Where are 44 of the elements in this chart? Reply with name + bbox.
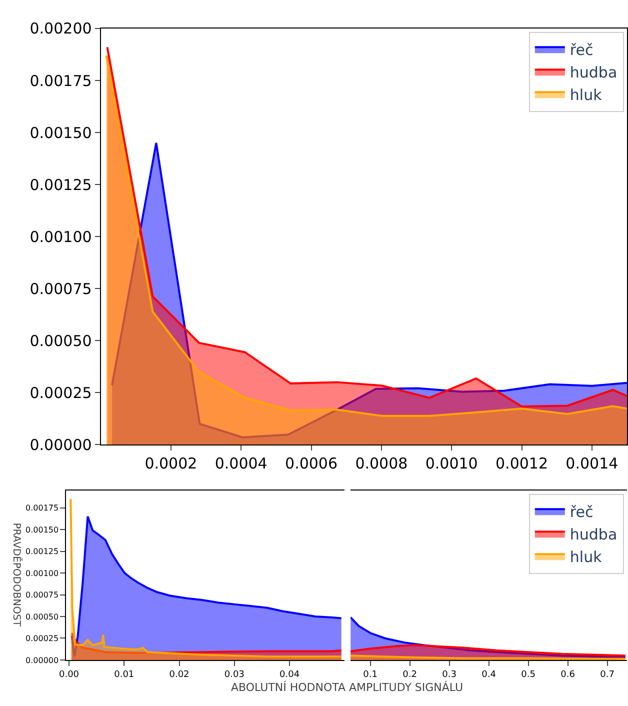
y-tick-label: 0.00200: [30, 20, 92, 38]
legend-label: řeč: [570, 41, 594, 60]
y-tick-label: 0.00025: [30, 384, 92, 402]
x-tick-label: 0.3: [442, 670, 456, 680]
x-tick-label: 0.02: [169, 670, 190, 680]
y-tick-label: 0.00075: [30, 280, 92, 298]
y-tick-label: 0.00175: [26, 504, 59, 513]
legend-label: hluk: [570, 548, 602, 566]
x-tick-label: 0.5: [521, 670, 536, 680]
legend-label: řeč: [570, 502, 594, 521]
x-tick-label: 0.7: [600, 670, 614, 680]
y-tick-label: 0.00050: [30, 332, 92, 350]
legend-label: hluk: [570, 86, 602, 104]
x-tick-label: 0.00: [58, 670, 80, 680]
y-tick-label: 0.00150: [30, 124, 92, 142]
y-tick-label: 0.00150: [26, 525, 59, 534]
legend-label: hudba: [570, 64, 618, 82]
y-tick-label: 0.00125: [26, 547, 59, 556]
x-tick-label: 0.0006: [285, 454, 338, 473]
x-tick-label: 0.0010: [425, 454, 478, 473]
x-tick-label: 0.03: [224, 670, 244, 680]
y-tick-label: 0.00175: [30, 72, 92, 90]
x-tick-label: 0.01: [114, 670, 134, 680]
legend-label: hudba: [570, 525, 618, 544]
x-tick-label: 0.1: [363, 670, 378, 680]
x-tick-label: 0.6: [560, 670, 576, 680]
x-tick-label: 0.0002: [144, 454, 198, 473]
y-tick-label: 0.00100: [30, 228, 92, 246]
x-tick-label: 0.2: [402, 670, 417, 680]
x-tick-label: 0.0012: [496, 454, 548, 473]
y-tick-label: 0.00100: [26, 568, 59, 578]
y-axis-title: PRAVDĚPODOBNOST: [10, 522, 24, 628]
y-tick-label: 0.00050: [26, 612, 59, 622]
y-tick-label: 0.00025: [26, 634, 59, 644]
x-tick-label: 0.0014: [566, 454, 618, 473]
x-axis-title: ABOLUTNÍ HODNOTA AMPLITUDY SIGNÁLU: [231, 680, 464, 694]
y-tick-label: 0.00000: [30, 436, 92, 454]
x-tick-label: 0.0008: [355, 454, 408, 473]
y-tick-label: 0.00075: [26, 590, 59, 600]
y-tick-label: 0.00000: [26, 656, 59, 665]
x-tick-label: 0.0004: [214, 454, 268, 473]
x-tick-label: 0.04: [279, 670, 300, 680]
y-tick-label: 0.00125: [30, 176, 92, 194]
x-tick-label: 0.4: [482, 670, 496, 680]
